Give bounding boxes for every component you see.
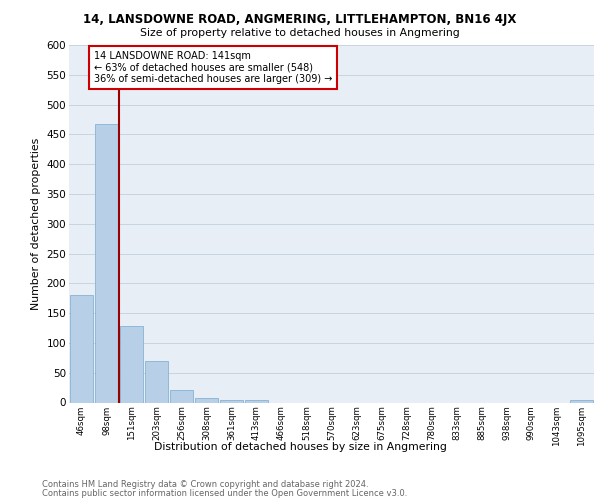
Text: 14, LANSDOWNE ROAD, ANGMERING, LITTLEHAMPTON, BN16 4JX: 14, LANSDOWNE ROAD, ANGMERING, LITTLEHAM… [83,12,517,26]
Bar [195,398,218,402]
Text: Contains HM Land Registry data © Crown copyright and database right 2024.: Contains HM Land Registry data © Crown c… [42,480,368,489]
Bar [70,295,93,403]
Text: Size of property relative to detached houses in Angmering: Size of property relative to detached ho… [140,28,460,38]
Bar [145,361,168,403]
Y-axis label: Number of detached properties: Number of detached properties [31,138,41,310]
Bar [95,124,118,402]
Bar [220,400,243,402]
Bar [245,400,268,402]
Text: 14 LANSDOWNE ROAD: 141sqm
← 63% of detached houses are smaller (548)
36% of semi: 14 LANSDOWNE ROAD: 141sqm ← 63% of detac… [94,51,332,84]
Bar [170,390,193,402]
Text: Distribution of detached houses by size in Angmering: Distribution of detached houses by size … [154,442,446,452]
Bar [120,326,143,402]
Text: Contains public sector information licensed under the Open Government Licence v3: Contains public sector information licen… [42,488,407,498]
Bar [570,400,593,402]
